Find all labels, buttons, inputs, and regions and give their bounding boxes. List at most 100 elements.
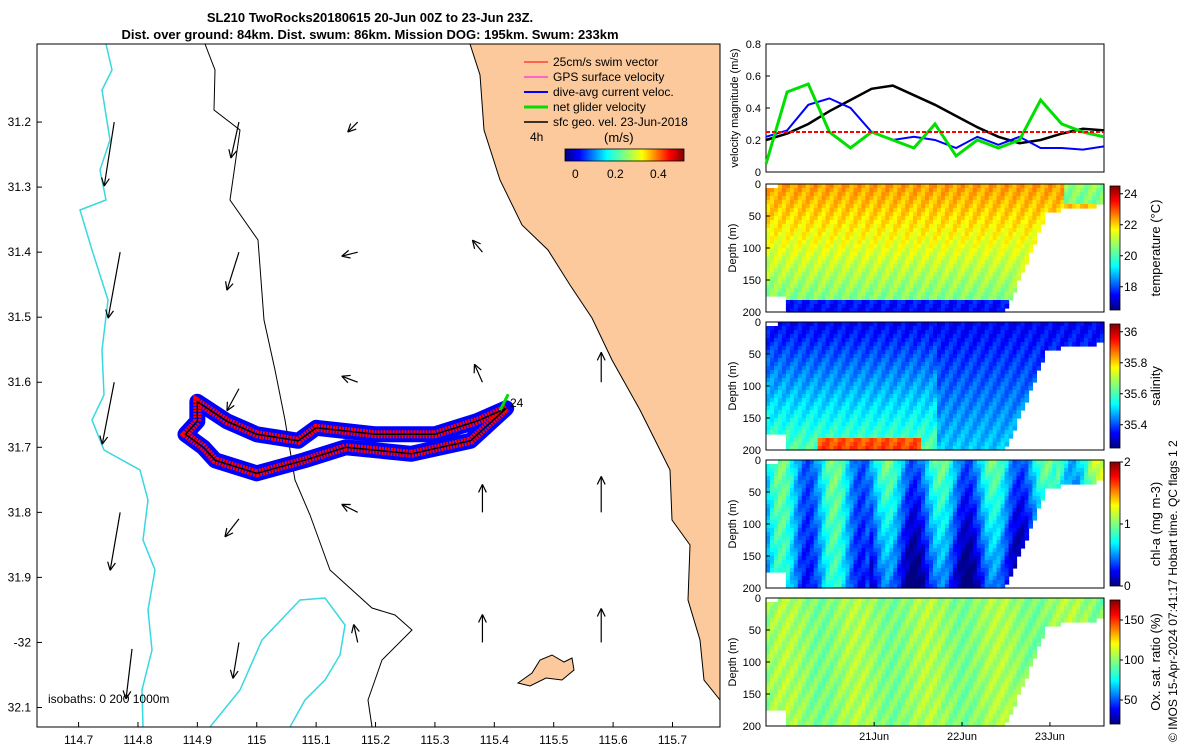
section-cell [1048,184,1053,189]
section-cell [1004,398,1010,403]
section-cell [1016,338,1022,343]
section-cell [869,240,874,245]
section-y-tick-label: 150 [743,275,761,287]
section-cell [813,446,819,451]
section-cell [964,264,970,269]
section-cell [968,260,974,265]
isobath-1000m [79,44,156,727]
section-cell [956,308,962,313]
section-cell [929,248,934,253]
section-cell [829,200,835,205]
section-cell [785,442,791,447]
section-cell [781,414,787,419]
section-cell [821,208,827,213]
section-cell [1000,330,1006,335]
section-cell [770,386,775,391]
section-cell [909,422,914,427]
section-cell [841,204,847,209]
section-cell [929,292,934,297]
section-cell [976,330,982,335]
section-cell [960,200,966,205]
section-cell [849,292,855,297]
section-cell [865,418,870,423]
section-cell [984,244,990,249]
section-cell [841,196,847,201]
section-cell [893,354,898,359]
section-cell [785,556,791,561]
section-cell [793,496,799,501]
section-cell [968,200,974,205]
section-cell [937,382,942,387]
section-cell [793,492,799,497]
section-cell [777,220,783,225]
section-cell [793,418,799,423]
section-cell [1016,370,1022,375]
section-cell [817,276,823,281]
section-cell [901,272,906,277]
section-cell [1044,192,1049,197]
section-cell [845,434,851,439]
section-cell [817,192,823,197]
section-cell [881,438,886,443]
section-cell [785,524,791,529]
section-cell [777,208,783,213]
section-cell [1004,346,1010,351]
section-cell [1060,334,1065,339]
section-cell [956,398,962,403]
section-cell [774,272,779,277]
section-cell [781,406,787,411]
section-cell [905,248,910,253]
section-cell [1044,204,1049,209]
section-cell [1008,296,1014,301]
section-cell [948,434,954,439]
section-cell [956,252,962,257]
section-cell [1008,212,1014,217]
section-cell [833,204,839,209]
section-cell [1024,240,1030,245]
section-cell [817,288,823,293]
section-cell [917,442,922,447]
section-cell [913,248,918,253]
section-cell [801,382,807,387]
section-cell [1064,204,1069,209]
section-cell [893,422,898,427]
section-cell [921,410,926,415]
section-cell [960,410,966,415]
section-cell [972,300,978,305]
section-cell [809,358,815,363]
section-cell [968,362,974,367]
section-cell [770,398,775,403]
section-cell [972,322,978,327]
colorbar-tick-label: 35.8 [1124,356,1148,370]
section-cell [992,260,998,265]
section-cell [805,216,811,221]
section-cell [770,472,775,477]
section-cell [897,260,902,265]
section-cell [1020,252,1026,257]
section-cell [841,358,847,363]
section-cell [976,430,982,435]
section-cell [996,378,1002,383]
section-cell [917,284,922,289]
section-cell [1060,204,1065,209]
section-cell [857,346,863,351]
section-cell [976,248,982,253]
section-cell [925,442,930,447]
section-cell [821,292,827,297]
section-cell [789,334,795,339]
section-cell [996,402,1002,407]
section-cell [1008,366,1014,371]
section-cell [837,268,843,273]
section-cell [941,398,946,403]
section-cell [905,394,910,399]
section-cell [865,212,870,217]
section-cell [984,284,990,289]
section-cell [785,200,791,205]
section-cell [857,264,863,269]
map-x-tick-label: 115.2 [361,733,390,747]
section-cell [853,346,859,351]
section-cell [1028,244,1033,249]
section-cell [960,284,966,289]
section-cell [929,204,934,209]
section-cell [941,244,946,249]
